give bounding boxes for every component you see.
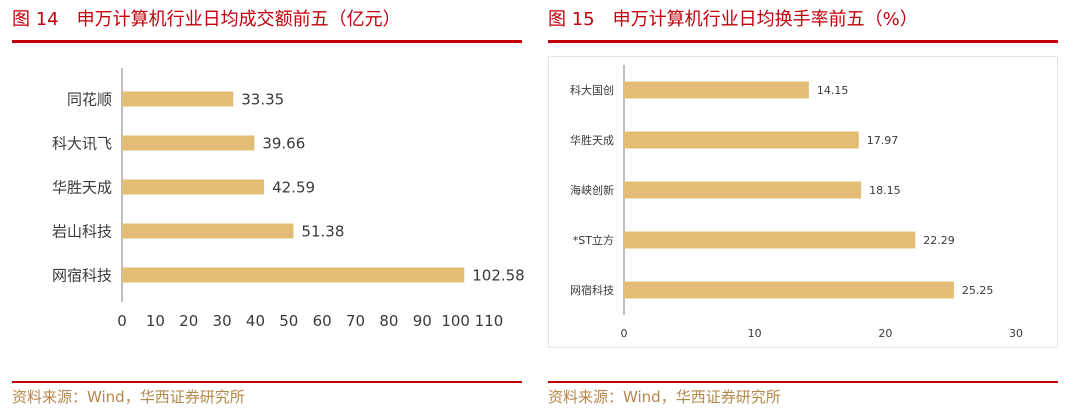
chart-0-value-label-2: 42.59 — [272, 178, 315, 196]
chart-1-bar-2 — [624, 181, 862, 199]
chart-0-value-label-4: 102.58 — [472, 266, 524, 284]
left-source-rule — [12, 381, 522, 383]
chart-0-bar-4 — [122, 267, 465, 283]
chart-0-value-label-0: 33.35 — [241, 90, 284, 108]
chart-0-bar-0 — [122, 91, 234, 107]
chart-1-x-tick-2: 20 — [878, 327, 892, 340]
chart-0-x-tick-2: 20 — [179, 312, 198, 330]
chart-0-x-tick-5: 50 — [279, 312, 298, 330]
chart-1-value-label-1: 17.97 — [867, 134, 899, 147]
chart-0-category-label-4: 网宿科技 — [52, 266, 112, 284]
chart-0-x-tick-11: 110 — [475, 312, 504, 330]
chart-0-x-tick-9: 90 — [413, 312, 432, 330]
chart-0-x-tick-7: 70 — [346, 312, 365, 330]
chart-0-x-tick-0: 0 — [117, 312, 127, 330]
chart-1-bar-4 — [624, 281, 954, 299]
chart-0-bar-3 — [122, 223, 294, 239]
chart-1-x-tick-0: 0 — [621, 327, 628, 340]
chart-1-category-label-0: 科大国创 — [570, 83, 614, 97]
chart-0-x-tick-8: 80 — [379, 312, 398, 330]
chart-1-category-label-3: *ST立方 — [573, 233, 614, 247]
right-title-rule — [548, 40, 1058, 43]
chart-0-value-label-3: 51.38 — [301, 222, 344, 240]
chart-1-value-label-4: 25.25 — [962, 284, 994, 297]
chart-0-x-tick-10: 100 — [441, 312, 470, 330]
chart-0-x-tick-3: 30 — [213, 312, 232, 330]
chart-0-value-label-1: 39.66 — [262, 134, 305, 152]
left-title-rule — [12, 40, 522, 43]
left-chart-title: 图 14 申万计算机行业日均成交额前五（亿元） — [12, 9, 401, 30]
chart-0-x-tick-1: 10 — [146, 312, 165, 330]
right-source-rule — [548, 381, 1058, 383]
chart-0-category-label-3: 岩山科技 — [52, 222, 112, 240]
chart-1-value-label-0: 14.15 — [817, 84, 849, 97]
right-chart-title: 图 15 申万计算机行业日均换手率前五（%） — [548, 9, 918, 30]
left-bar-chart: 同花顺 33.35 科大讯飞 39.66 华胜天成 42.59 岩山科技 51.38 网宿科技 1… — [52, 68, 525, 330]
chart-0-bar-2 — [122, 179, 265, 195]
right-bar-chart: 科大国创 14.15 华胜天成 17.97 海峡创新 18.15 *ST立方 22.29 网宿科… — [570, 65, 1023, 340]
left-chart-area: 同花顺 33.35 科大讯飞 39.66 华胜天成 42.59 岩山科技 51.38 网宿科技 1… — [12, 56, 525, 346]
chart-1-bar-1 — [624, 131, 859, 149]
chart-1-bar-0 — [624, 81, 809, 99]
chart-0-category-label-2: 华胜天成 — [52, 178, 112, 196]
chart-0-category-label-1: 科大讯飞 — [52, 134, 112, 152]
chart-0-bar-1 — [122, 135, 255, 151]
chart-1-value-label-3: 22.29 — [923, 234, 955, 247]
right-chart-area: 科大国创 14.15 华胜天成 17.97 海峡创新 18.15 *ST立方 22.29 网宿科… — [548, 56, 1058, 348]
chart-1-category-label-1: 华胜天成 — [570, 133, 614, 147]
right-source-note: 资料来源：Wind，华西证券研究所 — [548, 388, 781, 406]
chart-1-category-label-2: 海峡创新 — [570, 183, 614, 197]
chart-1-x-tick-1: 10 — [748, 327, 762, 340]
chart-1-value-label-2: 18.15 — [869, 184, 901, 197]
left-source-note: 资料来源：Wind，华西证券研究所 — [12, 388, 245, 406]
chart-1-category-label-4: 网宿科技 — [570, 283, 614, 297]
chart-0-category-label-0: 同花顺 — [67, 90, 112, 108]
chart-1-x-tick-3: 30 — [1009, 327, 1023, 340]
chart-1-bar-3 — [624, 231, 916, 249]
chart-0-x-tick-4: 40 — [246, 312, 265, 330]
chart-0-x-tick-6: 60 — [313, 312, 332, 330]
